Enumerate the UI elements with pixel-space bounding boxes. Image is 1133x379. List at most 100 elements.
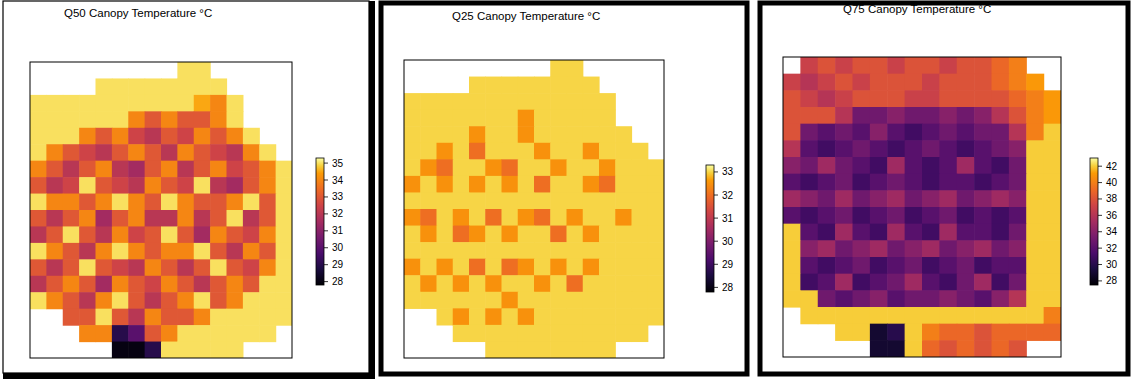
cell (177, 111, 194, 128)
cell (96, 177, 113, 194)
cell (276, 292, 292, 309)
cell (922, 307, 940, 324)
color-bar: 2829303132333435 (316, 158, 344, 288)
color-bar-scale (706, 165, 714, 292)
cell (887, 74, 905, 91)
cell (583, 110, 600, 127)
cell (210, 259, 227, 276)
cell (599, 292, 616, 309)
cell (404, 292, 421, 309)
cell (992, 224, 1010, 241)
cell (583, 176, 600, 193)
cell (161, 309, 178, 326)
cell (518, 292, 535, 309)
cell (404, 259, 421, 276)
cell (194, 309, 211, 326)
color-bar-label: 30 (722, 236, 734, 247)
cell (818, 90, 836, 107)
color-bar-tick (1098, 182, 1102, 183)
cell (905, 324, 923, 341)
cell (453, 275, 470, 292)
cell (974, 90, 992, 107)
cell (648, 159, 664, 176)
cell (939, 74, 957, 91)
cell (800, 240, 818, 257)
color-bar-tick (1098, 198, 1102, 199)
cell (534, 192, 551, 209)
cell (518, 242, 535, 259)
cell (518, 176, 535, 193)
cell (870, 224, 888, 241)
cell (922, 174, 940, 191)
chart-title: Q50 Canopy Temperature °C (64, 7, 212, 19)
cell (534, 226, 551, 243)
cell (800, 157, 818, 174)
cell (112, 292, 129, 309)
cell (870, 207, 888, 224)
cell (1009, 207, 1027, 224)
cell (567, 159, 584, 176)
cell (870, 90, 888, 107)
cell (469, 77, 486, 94)
cell (615, 226, 632, 243)
cell (518, 126, 535, 143)
cell (469, 292, 486, 309)
cell (550, 275, 567, 292)
color-bar-tick (1098, 264, 1102, 265)
cell (161, 128, 178, 145)
cell (112, 144, 129, 161)
cell (112, 259, 129, 276)
cell (177, 210, 194, 227)
cell (957, 124, 975, 141)
cell (161, 276, 178, 293)
cell (210, 161, 227, 178)
cell (469, 93, 486, 110)
cell (905, 124, 923, 141)
cell (922, 207, 940, 224)
cell (502, 192, 519, 209)
cell (177, 161, 194, 178)
cell (870, 57, 888, 74)
cell (46, 194, 63, 211)
cell (485, 126, 502, 143)
cell (853, 124, 871, 141)
cell (259, 276, 276, 293)
color-bar-label: 42 (1106, 161, 1118, 172)
cell (210, 144, 227, 161)
cell (957, 340, 975, 357)
cell (870, 124, 888, 141)
cell (835, 74, 853, 91)
cell (502, 77, 519, 94)
cell (992, 257, 1010, 274)
cell (210, 95, 227, 112)
cell (800, 107, 818, 124)
color-bar-label: 28 (332, 276, 344, 287)
cell (485, 226, 502, 243)
cell (145, 161, 162, 178)
cell (46, 144, 63, 161)
cell (145, 128, 162, 145)
cell (939, 257, 957, 274)
cell (1044, 240, 1061, 257)
cell (227, 259, 244, 276)
cell (46, 177, 63, 194)
cell (583, 242, 600, 259)
cell (992, 90, 1010, 107)
cell (599, 110, 616, 127)
cell (485, 259, 502, 276)
cell (567, 93, 584, 110)
cell (974, 290, 992, 307)
cell (518, 192, 535, 209)
cell (1009, 224, 1027, 241)
cell (161, 292, 178, 309)
cell (870, 190, 888, 207)
cell (957, 290, 975, 307)
cell (534, 209, 551, 226)
cell (870, 174, 888, 191)
cell (1026, 124, 1044, 141)
cell (922, 57, 940, 74)
cell (518, 77, 535, 94)
cell (177, 194, 194, 211)
cell (1026, 257, 1044, 274)
cell (835, 90, 853, 107)
